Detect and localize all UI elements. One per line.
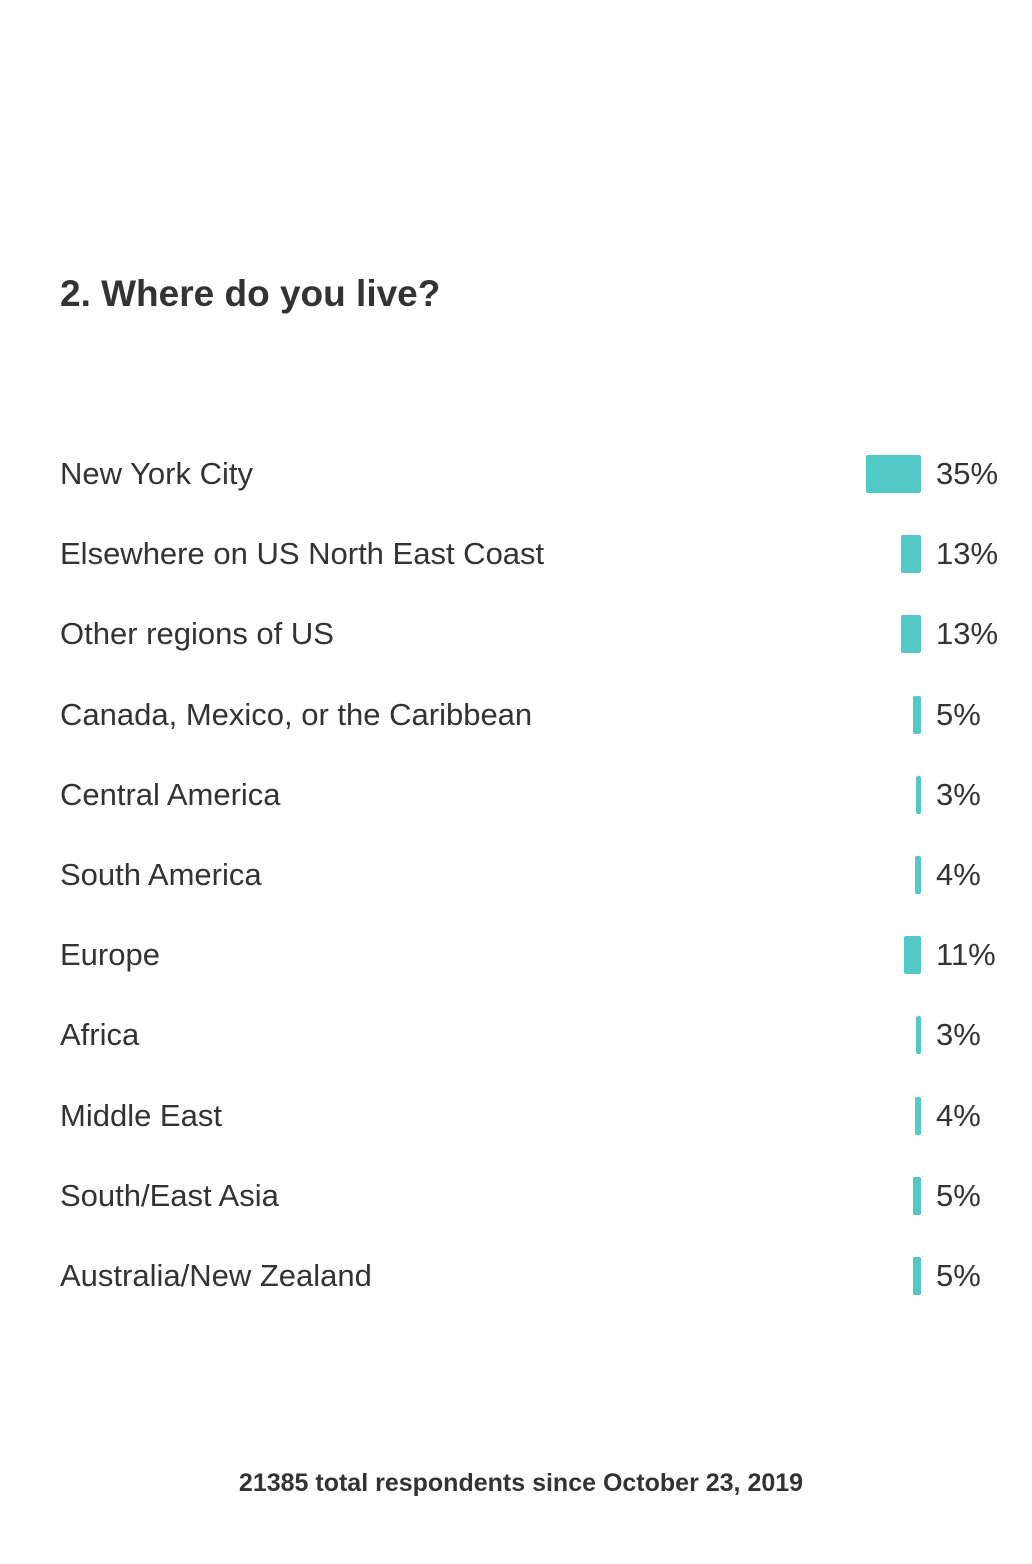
result-row: Canada, Mexico, or the Caribbean 5%: [0, 695, 1032, 735]
result-percentage: 35%: [936, 456, 999, 491]
result-bar: [913, 1257, 921, 1295]
result-bar: [916, 776, 921, 814]
result-percentage: 3%: [936, 1017, 981, 1052]
result-percentage: 5%: [936, 1258, 981, 1293]
result-label: Elsewhere on US North East Coast: [60, 536, 545, 571]
result-label: New York City: [60, 456, 253, 491]
result-label: Australia/New Zealand: [60, 1258, 372, 1293]
result-bar: [866, 455, 921, 493]
result-percentage: 5%: [936, 1178, 981, 1213]
result-row: Europe 11%: [0, 935, 1032, 975]
result-label: Other regions of US: [60, 616, 334, 651]
result-percentage: 13%: [936, 616, 999, 651]
result-row: Australia/New Zealand 5%: [0, 1256, 1032, 1296]
result-row: South/East Asia 5%: [0, 1176, 1032, 1216]
result-row: Africa 3%: [0, 1015, 1032, 1055]
result-bar: [901, 615, 921, 653]
result-percentage: 5%: [936, 697, 981, 732]
result-bar: [915, 1097, 921, 1135]
result-percentage: 13%: [936, 536, 999, 571]
result-label: Middle East: [60, 1098, 222, 1133]
result-bar: [901, 535, 921, 573]
respondents-summary: 21385 total respondents since October 23…: [238, 1469, 804, 1497]
result-percentage: 4%: [936, 1098, 981, 1133]
result-row: Middle East 4%: [0, 1096, 1032, 1136]
result-label: Canada, Mexico, or the Caribbean: [60, 697, 533, 732]
result-row: New York City 35%: [0, 454, 1032, 494]
result-row: South America 4%: [0, 855, 1032, 895]
result-bar: [904, 936, 921, 974]
result-row: Other regions of US 13%: [0, 614, 1032, 654]
result-label: Europe: [60, 937, 160, 972]
result-row: Central America 3%: [0, 775, 1032, 815]
result-label: Africa: [60, 1017, 140, 1052]
result-percentage: 4%: [936, 857, 981, 892]
result-label: Central America: [60, 777, 281, 812]
result-bar: [913, 696, 921, 734]
question-title: 2. Where do you live?: [60, 273, 441, 314]
result-percentage: 11%: [936, 937, 996, 972]
result-label: South/East Asia: [60, 1178, 279, 1213]
result-bar: [916, 1016, 921, 1054]
result-percentage: 3%: [936, 777, 981, 812]
result-label: South America: [60, 857, 262, 892]
result-row: Elsewhere on US North East Coast 13%: [0, 534, 1032, 574]
result-bar: [913, 1177, 921, 1215]
result-bar: [915, 856, 921, 894]
